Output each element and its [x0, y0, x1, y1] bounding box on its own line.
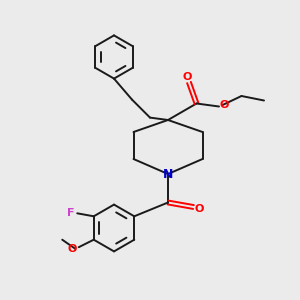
Text: O: O — [68, 244, 77, 254]
Text: O: O — [220, 100, 229, 110]
Text: O: O — [183, 72, 192, 82]
Text: O: O — [195, 203, 204, 214]
Text: N: N — [163, 167, 173, 181]
Text: F: F — [67, 208, 74, 218]
